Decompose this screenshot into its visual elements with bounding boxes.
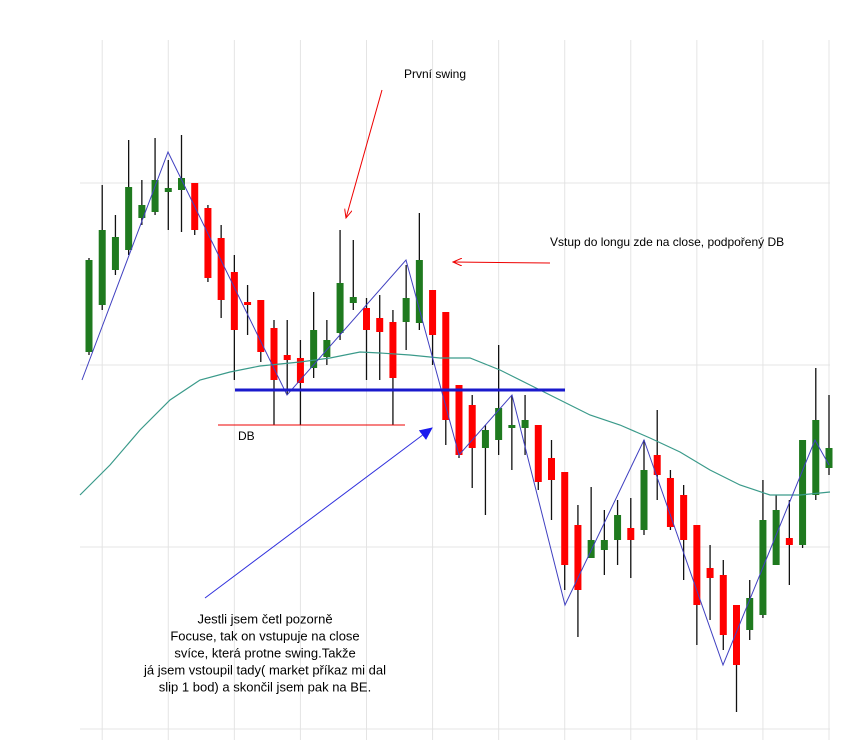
- candle-body: [204, 208, 212, 278]
- candle-body: [772, 510, 780, 565]
- arrow: [453, 262, 551, 263]
- candle-body: [825, 448, 833, 468]
- candle-body: [402, 298, 410, 322]
- candle-body: [111, 237, 119, 270]
- note-line: Focuse, tak on vstupuje na close: [170, 628, 359, 643]
- candles: [85, 135, 833, 712]
- candle-body: [666, 478, 674, 527]
- candle-body: [178, 178, 185, 190]
- candle-body: [627, 528, 635, 540]
- candle-body: [85, 260, 93, 352]
- arrow: [204, 427, 433, 599]
- db-label: DB: [238, 429, 255, 443]
- arrow: [346, 89, 383, 218]
- candle-body: [640, 470, 648, 530]
- note-line: slip 1 bod) a skončil jsem pak na BE.: [159, 679, 371, 694]
- candle-body: [310, 330, 318, 368]
- candle-body: [363, 308, 370, 330]
- candle-body: [125, 187, 133, 250]
- note-line: já jsem vstoupil tady( market příkaz mi …: [143, 662, 386, 677]
- candle-body: [534, 425, 542, 482]
- candle-body: [680, 495, 688, 540]
- candle-body: [138, 205, 146, 218]
- candle-body: [587, 540, 595, 558]
- candle-body: [719, 575, 727, 635]
- note-line: Jestli jsem četl pozorně: [197, 611, 332, 626]
- candle-body: [389, 322, 397, 378]
- candle-body: [323, 340, 331, 357]
- candle-body: [376, 318, 384, 332]
- candle-body: [164, 188, 172, 192]
- candle-body: [481, 430, 489, 448]
- candle-body: [296, 358, 304, 383]
- candle-body: [733, 605, 740, 665]
- candle-body: [706, 568, 714, 578]
- annotation: Vstup do longu zde na close, podpořený D…: [550, 235, 784, 249]
- candle-body: [468, 405, 476, 448]
- candle-body: [785, 538, 793, 545]
- candle-body: [270, 328, 278, 380]
- candle-body: [574, 525, 582, 590]
- note-line: svíce, která protne swing.Takže: [174, 645, 355, 660]
- candle-body: [799, 440, 807, 545]
- candle-body: [561, 472, 569, 565]
- candle-body: [336, 283, 344, 333]
- candle-body: [600, 540, 608, 550]
- candle-body: [98, 230, 106, 305]
- zigzag: [81, 150, 830, 667]
- candle-body: [746, 598, 754, 630]
- annotation: První swing: [404, 67, 466, 81]
- candle-body: [508, 425, 516, 428]
- candle-body: [442, 312, 450, 420]
- candle-body: [521, 420, 529, 428]
- candle-body: [614, 515, 622, 540]
- candle-body: [415, 260, 423, 323]
- candle-body: [244, 302, 252, 305]
- moving-average: [79, 351, 831, 496]
- note: Jestli jsem četl pozorně Focuse, tak on v…: [143, 611, 386, 694]
- candle-body: [230, 272, 238, 330]
- candle-body: [217, 238, 225, 300]
- candle-body: [812, 420, 820, 495]
- candle-body: [548, 458, 555, 480]
- candle-body: [151, 180, 159, 212]
- candle-body: [455, 385, 463, 455]
- candle-body: [349, 297, 357, 303]
- candle-body: [429, 290, 437, 335]
- candle-body: [495, 408, 503, 440]
- candle-body: [257, 300, 265, 352]
- candle-body: [653, 455, 661, 475]
- candle-body: [693, 525, 701, 605]
- candle-body: [283, 355, 291, 360]
